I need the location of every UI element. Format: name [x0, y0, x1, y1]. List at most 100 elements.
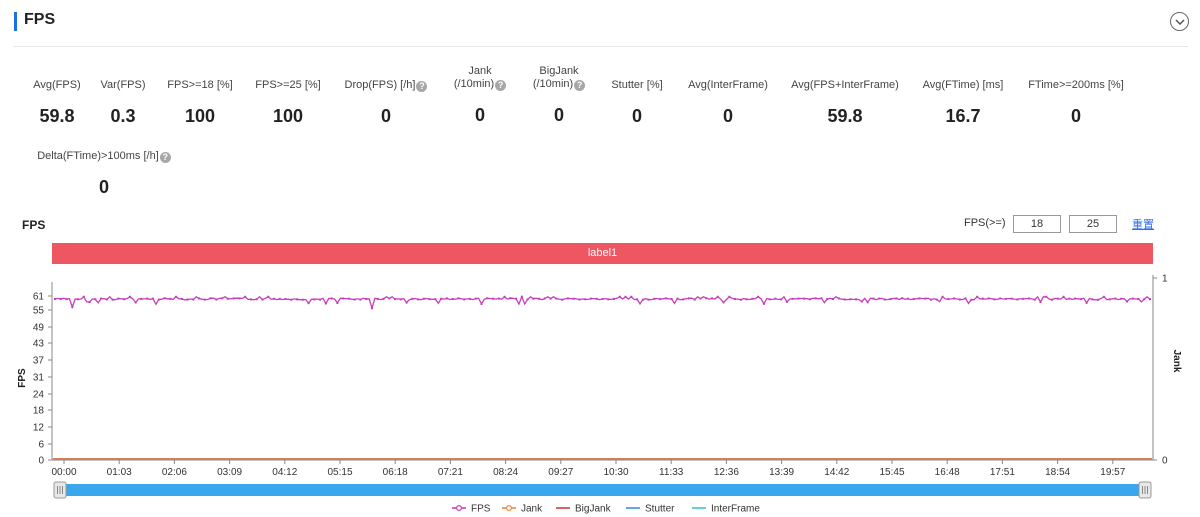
fps-point: [1137, 298, 1140, 301]
metric-value: 59.8: [39, 106, 75, 126]
x-tick-label: 19:57: [1100, 467, 1125, 478]
fps-point: [77, 298, 80, 301]
legend-item-bigjank[interactable]: BigJank: [556, 504, 612, 515]
fps-point: [1097, 298, 1100, 301]
fps-point: [1016, 298, 1019, 301]
metric-label: Avg(FPS): [33, 79, 81, 91]
fps-point: [1102, 295, 1105, 298]
fps-point: [100, 297, 103, 300]
fps-point: [791, 297, 794, 300]
fps-point: [930, 298, 932, 301]
label-bar[interactable]: label1: [52, 243, 1153, 264]
fps-point: [157, 298, 160, 301]
fps-point: [1143, 298, 1146, 301]
metric-label: Var(FPS): [100, 79, 146, 91]
fps-point: [855, 298, 858, 301]
fps-point: [163, 297, 166, 300]
fps-threshold-low-input[interactable]: [1013, 215, 1061, 233]
zoom-slider-track: [57, 484, 1150, 496]
fps-point: [976, 295, 979, 298]
chevron-down-icon: [1175, 19, 1185, 25]
fps-point: [313, 298, 316, 301]
metric-label: (/10min)?: [479, 78, 639, 91]
y-tick-label: 55: [33, 306, 45, 317]
fps-point: [480, 302, 483, 305]
fps-point: [832, 298, 835, 301]
fps-point: [1004, 297, 1007, 300]
fps-point: [693, 298, 696, 301]
x-tick-label: 03:09: [217, 467, 242, 478]
legend-item-jank[interactable]: Jank: [502, 504, 543, 515]
y-tick-label: 18: [33, 406, 45, 417]
fps-point: [1131, 297, 1134, 300]
help-icon[interactable]: ?: [416, 81, 428, 92]
fps-point: [1027, 297, 1030, 300]
fps-point: [267, 295, 270, 298]
legend-item-fps[interactable]: FPS: [452, 504, 491, 515]
fps-point: [515, 297, 518, 300]
y-tick-label: 12: [33, 423, 45, 434]
fps-point: [664, 297, 667, 300]
fps-point: [1033, 298, 1036, 301]
fps-point: [307, 302, 310, 305]
collapse-toggle-button[interactable]: [1170, 12, 1189, 31]
fps-threshold-label: FPS(>=): [964, 217, 1006, 229]
fps-point: [774, 297, 777, 300]
fps-point: [353, 298, 356, 301]
fps-point: [428, 298, 431, 301]
help-icon[interactable]: ?: [495, 80, 507, 91]
fps-point: [924, 297, 927, 300]
fps-point: [636, 298, 639, 301]
fps-point: [198, 297, 201, 300]
fps-point: [405, 301, 408, 304]
legend-item-stutter[interactable]: Stutter: [626, 504, 675, 515]
help-icon[interactable]: ?: [574, 80, 586, 91]
fps-point: [278, 297, 281, 300]
fps-point: [1085, 301, 1088, 304]
fps-point: [526, 298, 529, 301]
fps-threshold-high-input[interactable]: [1069, 215, 1117, 233]
metric-label: FPS>=18 [%]: [167, 79, 233, 91]
legend-item-interframe[interactable]: InterFrame: [692, 504, 760, 515]
section-title: FPS: [24, 11, 56, 28]
metric-value: 100: [272, 106, 304, 126]
fps-point: [751, 297, 754, 300]
chart-title: FPS: [22, 218, 46, 232]
metric-5: Jank (/10min)? 0: [400, 65, 560, 125]
fps-point: [1108, 298, 1111, 301]
fps-point: [572, 297, 575, 300]
fps-point: [457, 297, 460, 300]
fps-point: [918, 297, 921, 300]
fps-point: [538, 297, 541, 300]
fps-point: [814, 297, 817, 300]
fps-point: [319, 298, 322, 301]
fps-point: [711, 297, 713, 300]
fps-point: [1022, 297, 1025, 300]
fps-point: [226, 297, 229, 300]
metric-label: Jank: [468, 65, 492, 77]
fps-point: [1056, 297, 1059, 300]
help-icon[interactable]: ?: [159, 152, 171, 163]
metric-11: FTime>=200ms [%] 0: [996, 79, 1156, 126]
metric-label: BigJank: [539, 65, 579, 77]
fps-point: [837, 297, 840, 300]
fps-point: [849, 298, 852, 301]
fps-point: [981, 297, 984, 300]
x-tick-label: 04:12: [272, 467, 297, 478]
fps-point: [682, 298, 685, 301]
fps-point: [445, 297, 448, 300]
metric-12: Delta(FTime)>100ms [/h]? 0: [24, 150, 184, 197]
fps-point: [382, 297, 385, 300]
y-tick-label: 31: [33, 373, 45, 384]
fps-point: [342, 297, 345, 300]
fps-point: [440, 297, 443, 300]
fps-point: [468, 297, 471, 300]
legend-marker: [456, 505, 463, 512]
fps-point: [134, 301, 137, 304]
x-tick-label: 02:06: [162, 467, 187, 478]
fps-point: [221, 297, 224, 300]
fps-point: [958, 298, 961, 301]
fps-point: [1039, 301, 1042, 304]
metric-value: 0: [98, 177, 109, 197]
reset-link[interactable]: 重置: [1132, 219, 1154, 231]
